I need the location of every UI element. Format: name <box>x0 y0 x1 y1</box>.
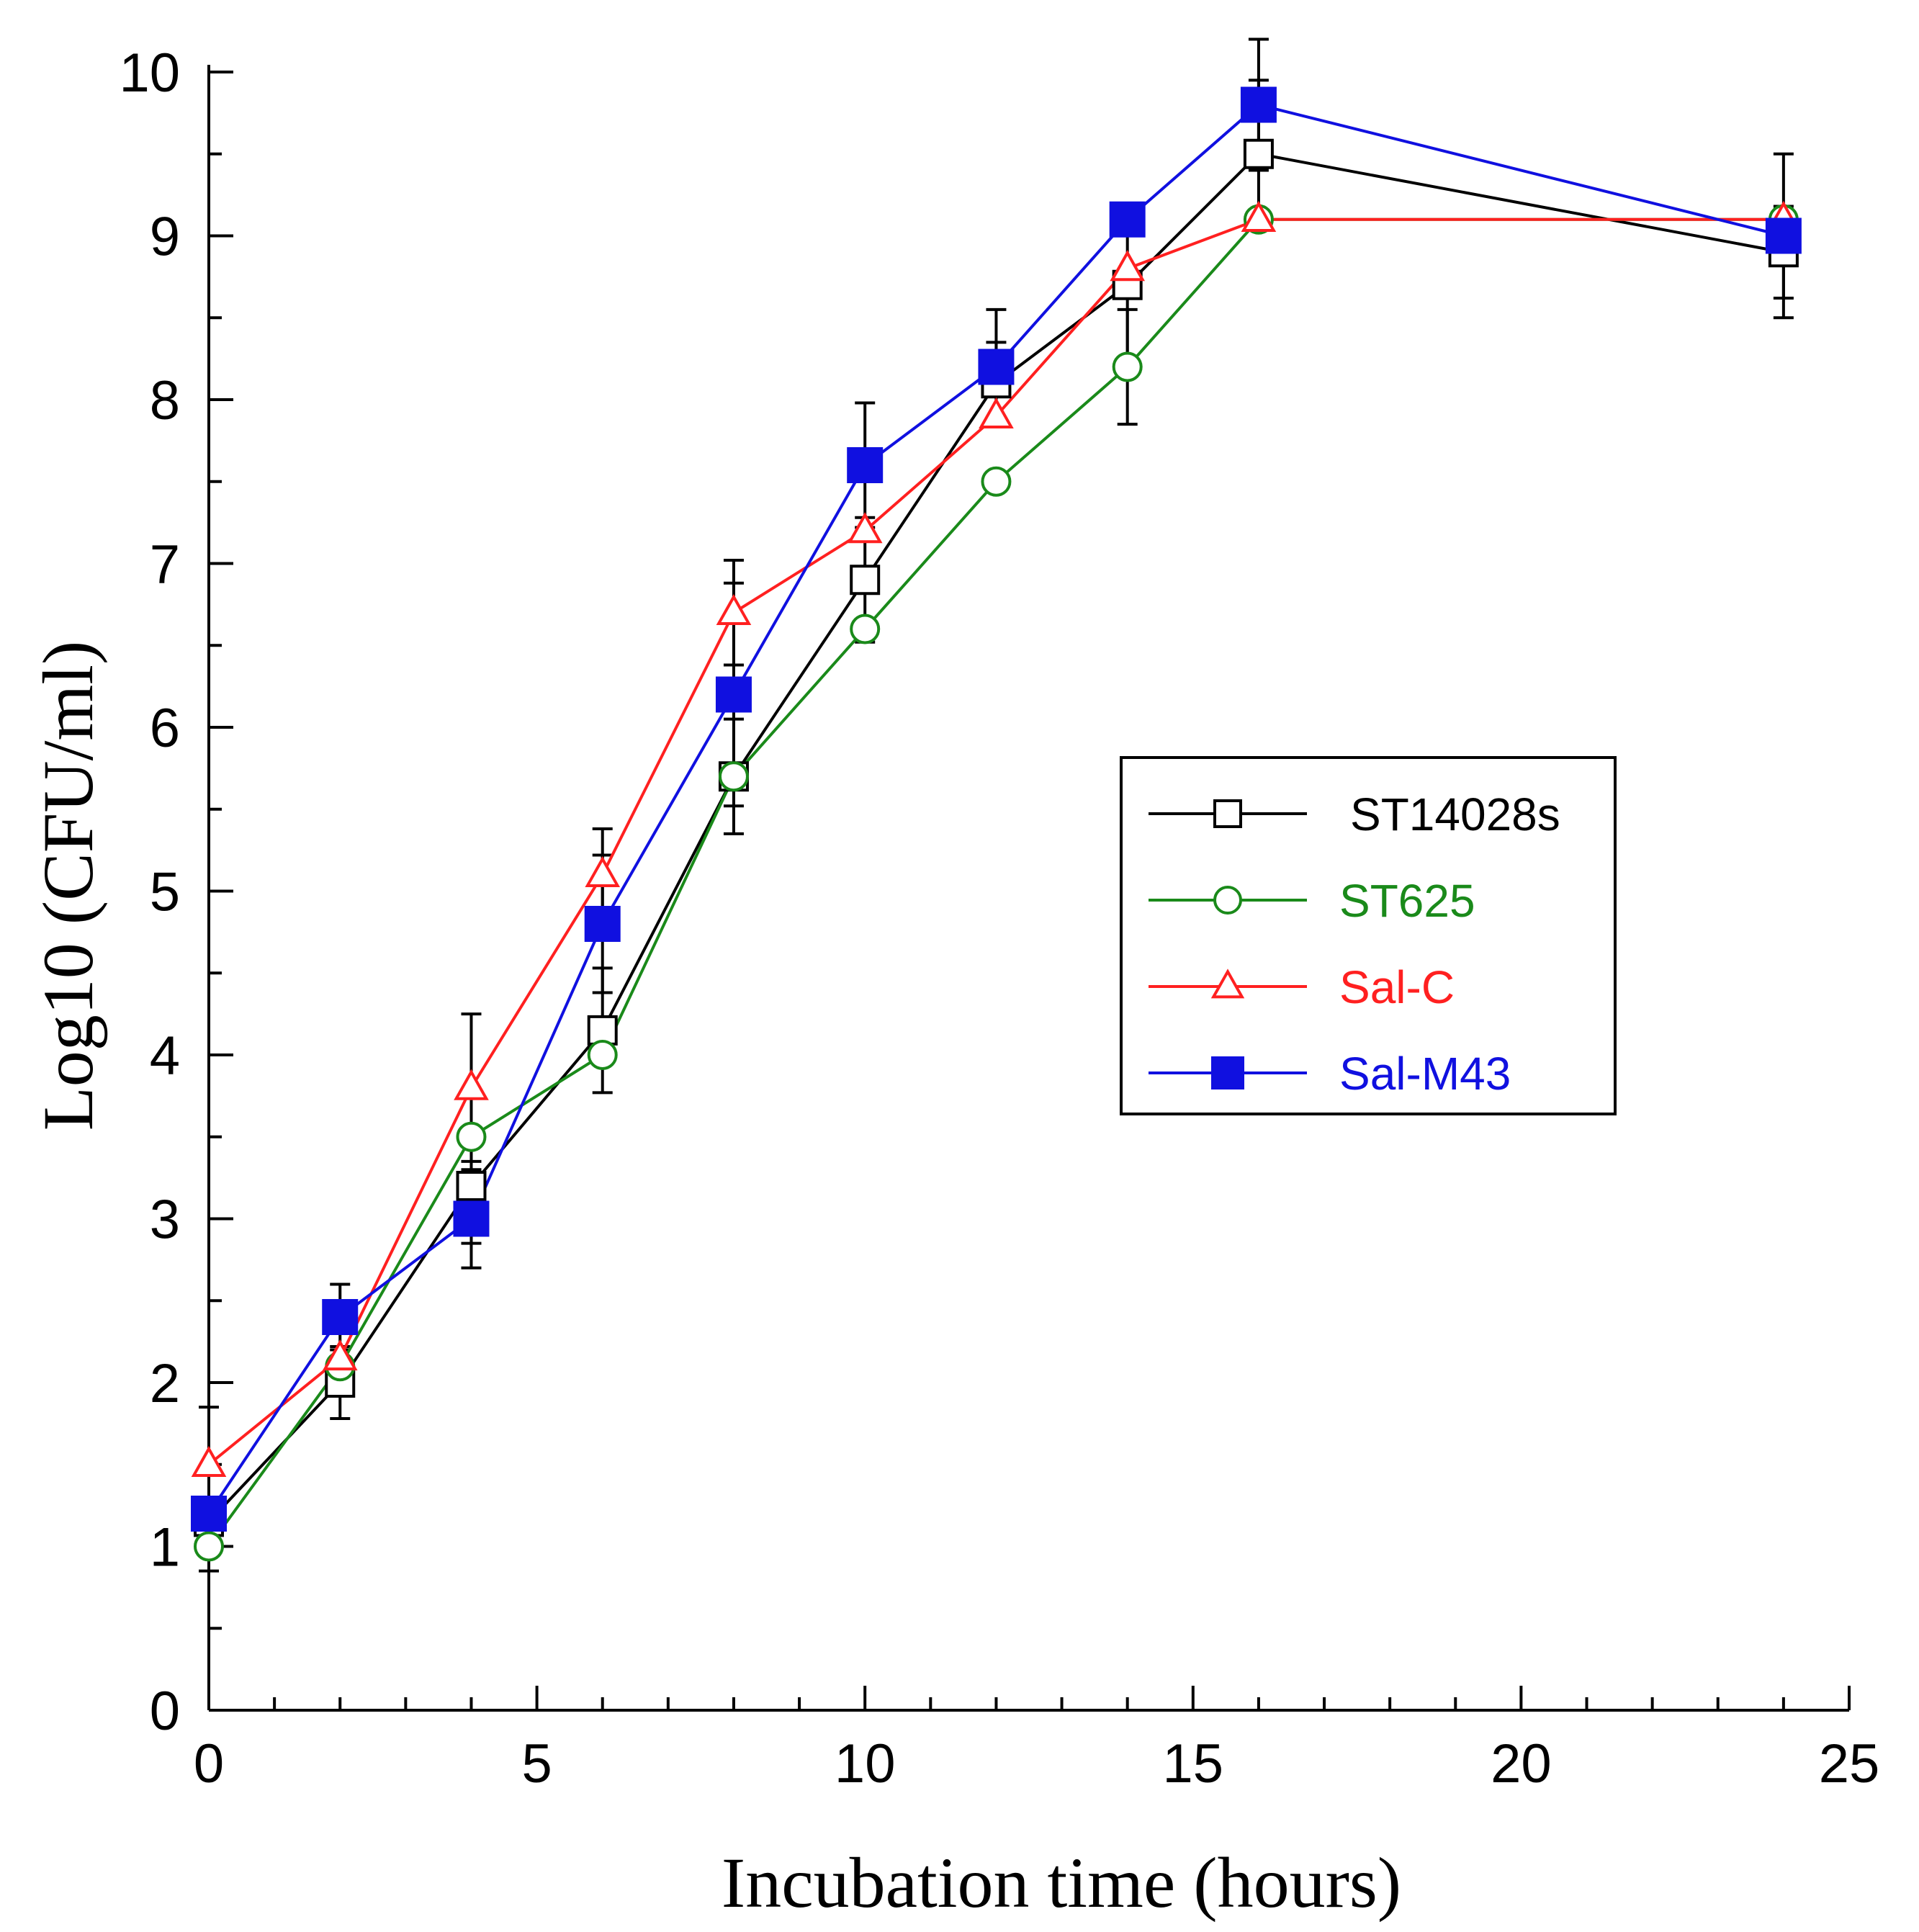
data-point-Sal-C <box>322 1339 358 1371</box>
legend-marker-Sal-C <box>1210 969 1245 999</box>
data-point-Sal-C <box>979 397 1014 428</box>
series-markers <box>191 86 1802 1562</box>
data-point-Sal-M43 <box>453 1200 490 1237</box>
x-tick-label: 25 <box>1819 1733 1880 1794</box>
chart-axes: 0 5 10 15 20 25 0 1 2 3 4 5 6 7 8 9 10 <box>119 42 1879 1794</box>
legend-label-ST14028s: ST14028s <box>1350 788 1560 840</box>
legend-marker-ST14028s <box>1213 799 1242 828</box>
data-point-Sal-C <box>1110 250 1146 282</box>
data-point-ST625 <box>456 1121 487 1152</box>
data-point-ST625 <box>981 466 1012 497</box>
data-point-Sal-M43 <box>1765 217 1802 254</box>
data-point-Sal-M43 <box>584 906 621 942</box>
legend-marker-ST625 <box>1213 886 1242 915</box>
data-point-Sal-M43 <box>1109 201 1146 238</box>
data-point-ST14028s <box>456 1171 487 1201</box>
data-point-Sal-M43 <box>191 1496 227 1532</box>
data-point-Sal-M43 <box>978 349 1015 385</box>
y-axis-title: Log10 (CFU/ml) <box>28 641 108 1131</box>
data-point-Sal-C <box>847 512 883 544</box>
data-point-Sal-C <box>191 1445 227 1477</box>
data-point-ST625 <box>587 1040 618 1070</box>
x-tick-label: 10 <box>835 1733 896 1794</box>
data-point-ST14028s <box>1243 138 1274 169</box>
x-tick-label: 0 <box>194 1733 224 1794</box>
x-tick-label: 20 <box>1491 1733 1552 1794</box>
series-lines <box>207 103 1784 1547</box>
data-point-ST625 <box>1112 351 1143 382</box>
y-tick-label: 9 <box>150 207 180 268</box>
y-tick-label: 8 <box>150 370 180 431</box>
y-tick-label: 3 <box>150 1190 180 1251</box>
y-tick-label: 10 <box>119 42 180 104</box>
data-point-Sal-M43 <box>322 1299 359 1335</box>
y-tick-label: 2 <box>150 1353 180 1414</box>
x-tick-label: 15 <box>1163 1733 1224 1794</box>
data-point-ST14028s <box>850 565 881 596</box>
y-tick-label: 1 <box>150 1517 180 1578</box>
legend-box <box>1120 756 1617 1115</box>
x-axis-title: Incubation time (hours) <box>722 1843 1401 1923</box>
series-line-Sal-C <box>207 217 1784 1466</box>
legend: ST14028s ST625 Sal-C Sal-M43 <box>1120 756 1617 1115</box>
data-point-ST625 <box>718 761 749 792</box>
y-tick-label: 7 <box>150 534 180 596</box>
data-point-ST625 <box>850 614 881 644</box>
data-point-Sal-C <box>454 1069 489 1100</box>
legend-label-Sal-C: Sal-C <box>1339 961 1455 1013</box>
data-point-Sal-C <box>585 855 621 887</box>
y-tick-label: 4 <box>150 1025 180 1087</box>
data-point-Sal-C <box>1241 200 1277 232</box>
legend-marker-Sal-M43 <box>1211 1056 1244 1089</box>
data-point-Sal-M43 <box>847 447 884 483</box>
y-tick-label: 5 <box>150 862 180 923</box>
series-line-Sal-M43 <box>207 103 1784 1515</box>
data-point-Sal-M43 <box>715 676 752 713</box>
y-tick-label: 0 <box>150 1681 180 1742</box>
series-line-ST625 <box>207 217 1784 1547</box>
legend-label-Sal-M43: Sal-M43 <box>1339 1048 1511 1100</box>
data-point-Sal-C <box>716 593 752 625</box>
series-line-ST14028s <box>207 152 1784 1523</box>
y-tick-label: 6 <box>150 698 180 759</box>
legend-label-ST625: ST625 <box>1339 875 1475 927</box>
data-point-ST625 <box>194 1531 224 1562</box>
x-tick-label: 5 <box>521 1733 552 1794</box>
data-point-Sal-M43 <box>1240 86 1277 123</box>
